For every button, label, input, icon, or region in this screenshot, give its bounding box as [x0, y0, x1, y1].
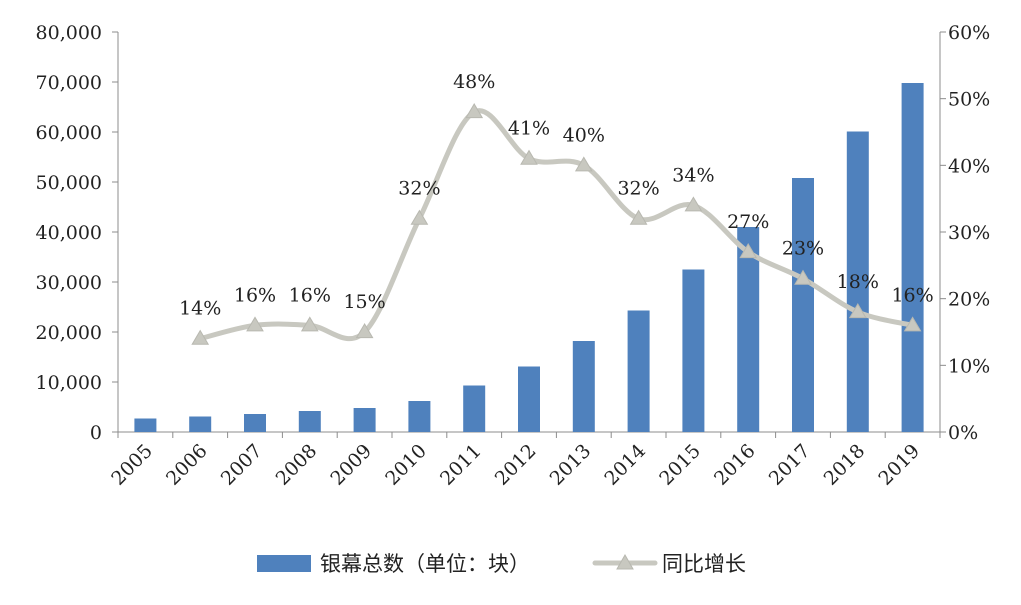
right-tick-label: 0%: [948, 422, 978, 444]
growth-marker-2007: [246, 316, 264, 332]
right-tick-label: 30%: [948, 222, 990, 244]
growth-label-2018: 18%: [837, 271, 879, 293]
x-tick-label: 2008: [272, 440, 322, 490]
x-tick-label: 2013: [546, 440, 596, 490]
bar-2008: [298, 411, 321, 432]
growth-label-2017: 23%: [782, 238, 824, 260]
left-tick-label: 30,000: [36, 272, 102, 294]
growth-label-2006: 14%: [179, 298, 221, 320]
growth-label-2016: 27%: [727, 211, 769, 233]
left-tick-label: 20,000: [36, 322, 102, 344]
left-tick-label: 70,000: [36, 72, 102, 94]
left-tick-label: 50,000: [36, 172, 102, 194]
growth-marker-2010: [410, 209, 429, 225]
bar-2005: [134, 418, 157, 432]
legend-line-marker: [616, 553, 634, 570]
growth-marker-2015: [684, 196, 703, 212]
bar-2009: [353, 408, 376, 432]
bar-2018: [846, 131, 869, 432]
growth-marker-2014: [629, 209, 648, 225]
bar-2016: [737, 227, 760, 432]
bar-2019: [901, 83, 924, 432]
x-tick-label: 2007: [217, 440, 267, 490]
x-tick-label: 2014: [600, 440, 650, 490]
left-tick-label: 0: [90, 422, 102, 444]
bar-2007: [244, 414, 266, 432]
x-tick-label: 2016: [710, 440, 760, 490]
x-tick-label: 2019: [874, 440, 924, 490]
legend-bar-label: 银幕总数（单位：块）: [320, 552, 530, 576]
left-tick-label: 80,000: [36, 22, 102, 44]
growth-marker-2013: [574, 156, 593, 172]
growth-line: [197, 108, 916, 342]
growth-label-2007: 16%: [234, 284, 276, 306]
bar-2014: [627, 310, 650, 432]
growth-label-2014: 32%: [617, 178, 659, 200]
bar-2013: [572, 341, 595, 432]
bar-2017: [792, 178, 814, 432]
growth-marker-2018: [848, 303, 867, 319]
growth-label-2012: 41%: [508, 118, 550, 140]
bar-2011: [463, 385, 486, 432]
growth-marker-2008: [300, 316, 319, 332]
x-tick-label: 2005: [107, 440, 157, 490]
growth-marker-2012: [520, 149, 538, 165]
right-tick-label: 60%: [948, 22, 990, 44]
right-tick-label: 40%: [948, 155, 990, 177]
growth-marker-2009: [355, 323, 374, 339]
growth-marker-2006: [191, 329, 210, 345]
growth-label-2015: 34%: [672, 164, 714, 186]
x-tick-label: 2017: [765, 440, 815, 490]
x-tick-label: 2018: [820, 440, 870, 490]
growth-label-2010: 32%: [398, 178, 440, 200]
growth-marker-2016: [739, 243, 758, 259]
legend-line-label: 同比增长: [662, 552, 746, 576]
x-tick-label: 2006: [162, 440, 212, 490]
legend-bar-swatch: [257, 555, 311, 572]
growth-label-2011: 48%: [453, 71, 495, 93]
bar-2006: [189, 416, 212, 432]
growth-marker-2019: [903, 316, 922, 332]
left-tick-label: 40,000: [36, 222, 102, 244]
growth-marker-2017: [794, 269, 812, 285]
right-tick-label: 10%: [948, 355, 990, 377]
left-tick-label: 10,000: [36, 372, 102, 394]
x-tick-label: 2009: [326, 440, 376, 490]
x-tick-label: 2011: [436, 440, 486, 490]
x-tick-label: 2012: [491, 440, 541, 490]
left-tick-label: 60,000: [36, 122, 102, 144]
growth-label-2008: 16%: [289, 284, 331, 306]
growth-label-2013: 40%: [563, 124, 605, 146]
growth-label-2019: 16%: [891, 284, 933, 306]
bar-2015: [682, 269, 705, 432]
bar-2010: [408, 401, 431, 432]
x-tick-label: 2015: [655, 440, 705, 490]
growth-label-2009: 15%: [343, 291, 385, 313]
right-tick-label: 50%: [948, 89, 990, 111]
bar-2012: [518, 366, 540, 432]
right-tick-label: 20%: [948, 289, 990, 311]
x-tick-label: 2010: [381, 440, 431, 490]
growth-marker-2011: [465, 103, 484, 119]
